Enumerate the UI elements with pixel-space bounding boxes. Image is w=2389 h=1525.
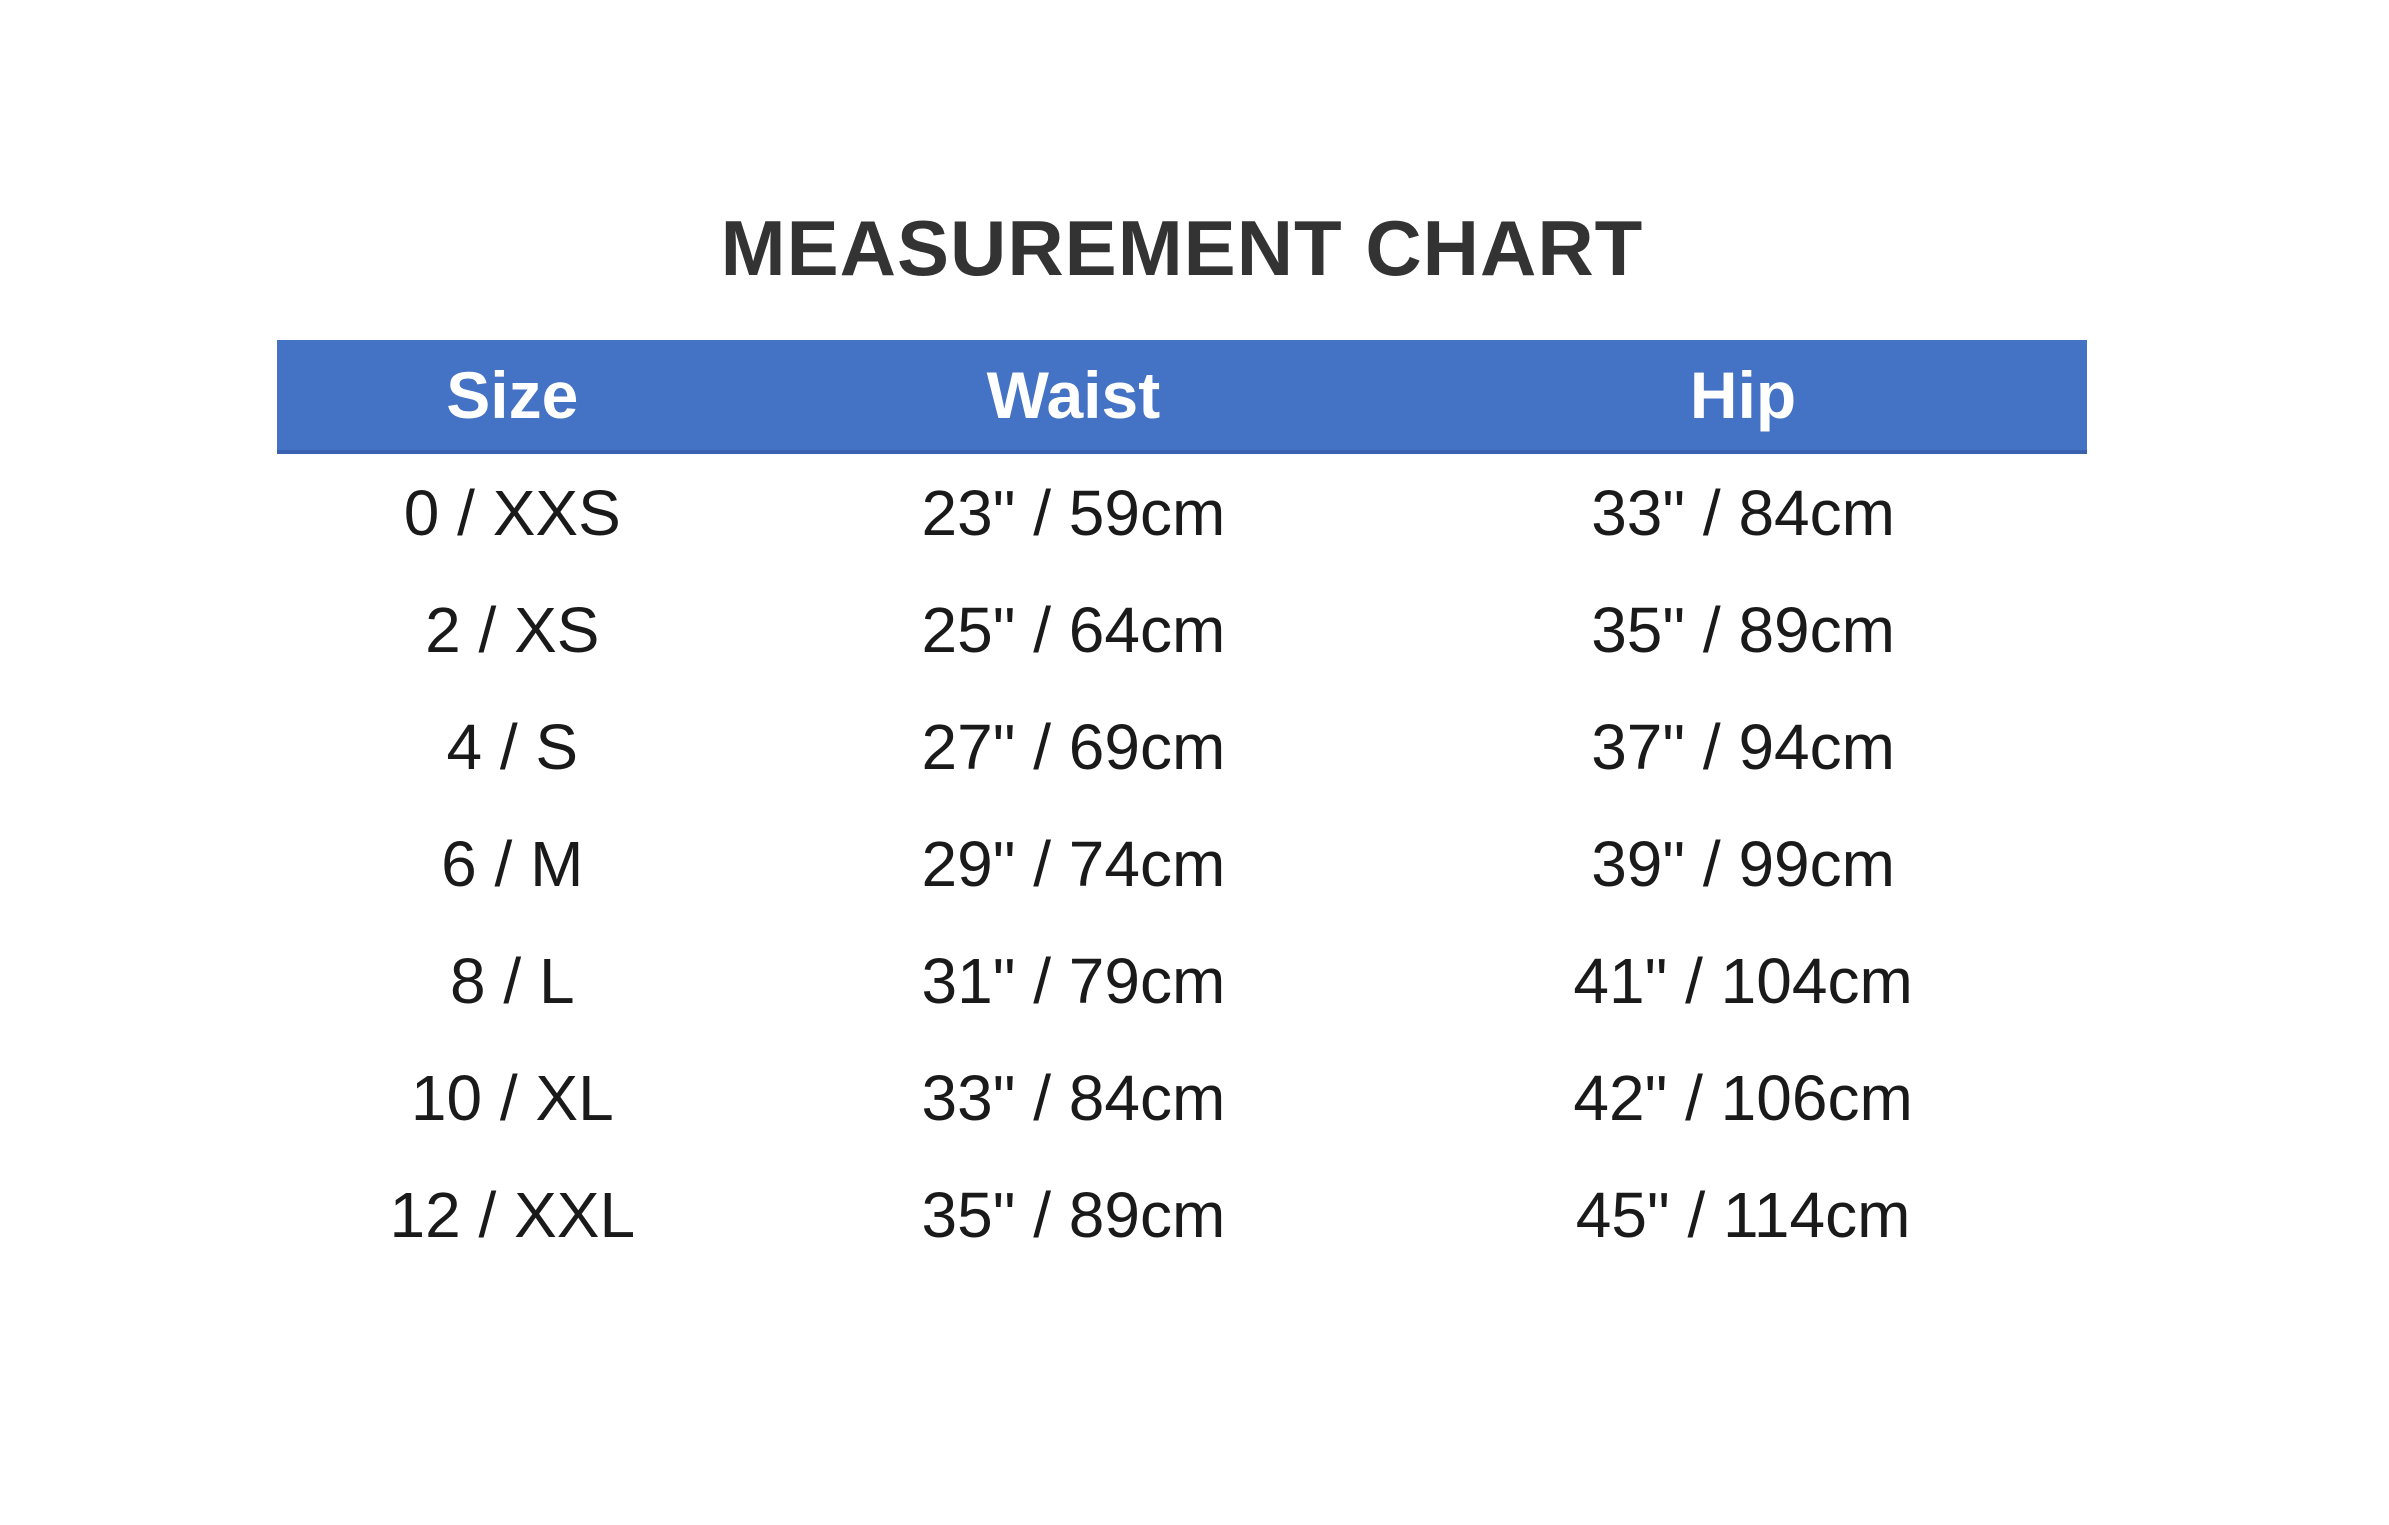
table-cell: 33" / 84cm	[921, 1061, 1226, 1134]
table-cell: 41" / 104cm	[1573, 944, 1913, 1017]
table-cell: 31" / 79cm	[921, 944, 1226, 1017]
table-row: 12 / XXL 35" / 89cm 45" / 114cm	[277, 1156, 2087, 1273]
table-header-row: Size Waist Hip	[277, 340, 2087, 454]
table-cell: 29" / 74cm	[921, 827, 1226, 900]
table-body: 0 / XXS 23" / 59cm 33" / 84cm 2 / XS 25" / 6…	[277, 454, 2087, 1273]
table-cell: 37" / 94cm	[1591, 710, 1895, 783]
table-cell: 4 / S	[446, 710, 579, 783]
page-title: MEASUREMENT CHART	[720, 204, 1644, 292]
table-cell: 45" / 114cm	[1575, 1178, 1911, 1251]
table-cell: 33" / 84cm	[1591, 476, 1895, 549]
table-row: 6 / M 29" / 74cm 39" / 99cm	[277, 805, 2087, 922]
table-row: 0 / XXS 23" / 59cm 33" / 84cm	[277, 454, 2087, 571]
table-cell: 42" / 106cm	[1573, 1061, 1913, 1134]
column-header-size: Size	[446, 358, 579, 432]
table-cell: 39" / 99cm	[1591, 827, 1895, 900]
table-cell: 23" / 59cm	[921, 476, 1226, 549]
column-header-waist: Waist	[986, 358, 1161, 432]
column-header-hip: Hip	[1689, 358, 1797, 432]
table-row: 10 / XL 33" / 84cm 42" / 106cm	[277, 1039, 2087, 1156]
table-cell: 10 / XL	[410, 1061, 614, 1134]
table-row: 4 / S 27" / 69cm 37" / 94cm	[277, 688, 2087, 805]
table-row: 8 / L 31" / 79cm 41" / 104cm	[277, 922, 2087, 1039]
table-cell: 8 / L	[450, 944, 575, 1017]
table-cell: 2 / XS	[425, 593, 600, 666]
size-table: Size Waist Hip 0 / XXS 23" / 59cm 33" / 84cm…	[277, 340, 2087, 1273]
table-cell: 27" / 69cm	[921, 710, 1226, 783]
table-cell: 6 / M	[441, 827, 584, 900]
table-cell: 0 / XXS	[403, 476, 621, 549]
table-cell: 35" / 89cm	[1591, 593, 1895, 666]
table-cell: 35" / 89cm	[921, 1178, 1226, 1251]
table-cell: 12 / XXL	[389, 1178, 636, 1251]
table-cell: 25" / 64cm	[921, 593, 1226, 666]
table-row: 2 / XS 25" / 64cm 35" / 89cm	[277, 571, 2087, 688]
